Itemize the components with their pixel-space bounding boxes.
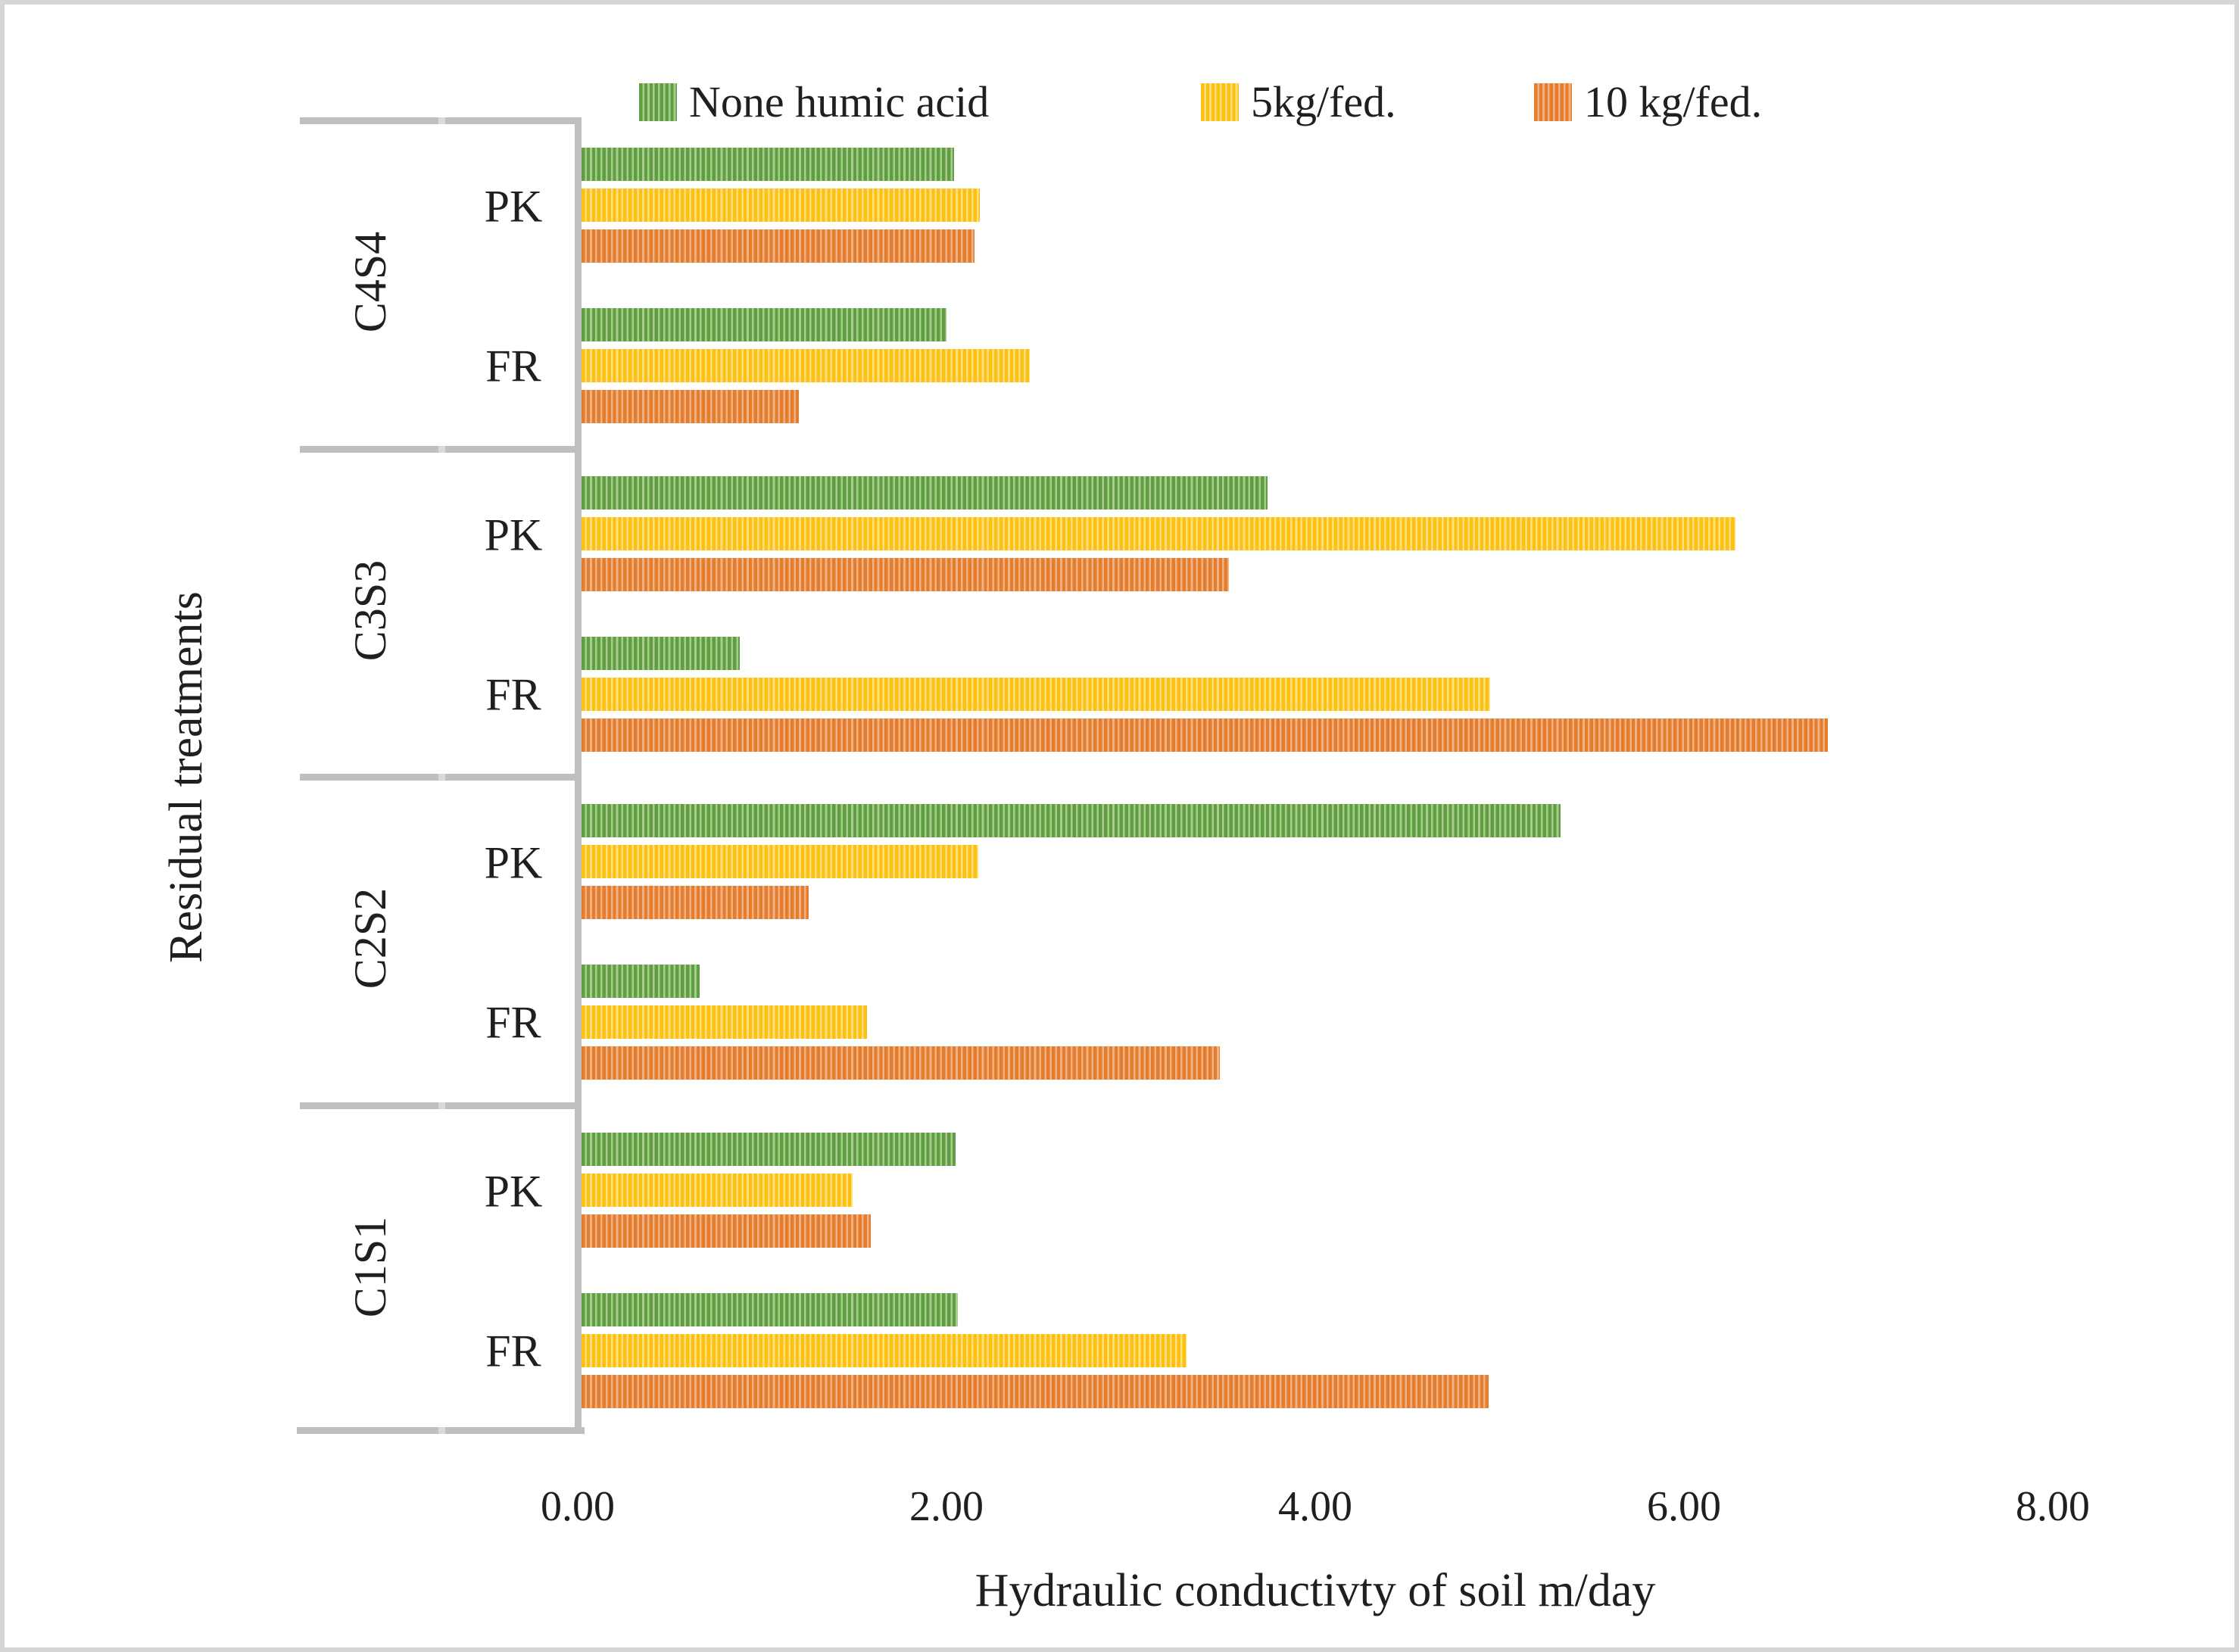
category-axis-line <box>575 117 582 1434</box>
bar-c4s4-pk-series0 <box>582 148 954 181</box>
category-group-c1s1: C1S1 PK FR <box>300 1102 575 1431</box>
group-separator-line <box>300 446 582 453</box>
bar-c3s3-pk-series0 <box>582 475 1268 510</box>
group-label: C1S1 <box>345 1216 396 1317</box>
bar-c1s1-pk-series0 <box>582 1132 956 1166</box>
bar-c2s2-fr-series0 <box>582 965 700 998</box>
x-tick-label: 6.00 <box>1647 1483 1721 1530</box>
legend-swatch-10kg-fed <box>1534 83 1572 121</box>
group-separator-line <box>300 117 582 124</box>
subgroup-label: FR <box>485 1326 541 1376</box>
bar-c1s1-pk-series1 <box>582 1173 853 1207</box>
x-tick-label: 0.00 <box>541 1483 615 1530</box>
bar-c4s4-fr-series1 <box>582 349 1030 382</box>
subgroup-label: FR <box>485 669 541 720</box>
group-separator-line <box>300 774 582 781</box>
bar-c4s4-fr-series2 <box>582 390 800 423</box>
y-axis-title: Residual treatments <box>160 591 212 963</box>
bar-c3s3-fr-series1 <box>582 677 1491 711</box>
group-separator-line-bottom <box>297 1427 585 1434</box>
x-tick-label: 4.00 <box>1278 1483 1352 1530</box>
bar-c3s3-pk-series2 <box>582 557 1229 591</box>
subgroup-label: PK <box>484 1166 543 1217</box>
group-label: C3S3 <box>345 559 396 661</box>
bar-c2s2-pk-series0 <box>582 804 1561 837</box>
subgroup-label: PK <box>484 837 543 888</box>
bar-c2s2-fr-series1 <box>582 1005 868 1039</box>
axis-notch <box>438 1427 445 1434</box>
subgroup-label: PK <box>484 510 543 560</box>
bar-c1s1-fr-series1 <box>582 1333 1187 1367</box>
bar-c4s4-pk-series1 <box>582 189 980 222</box>
bar-c1s1-fr-series2 <box>582 1374 1489 1408</box>
x-axis-title: Hydraulic conductivty of soil m/day <box>974 1565 1656 1616</box>
legend-item: None humic acid <box>639 79 989 126</box>
legend-swatch-5kg-fed <box>1201 83 1239 121</box>
x-tick-label: 2.00 <box>909 1483 984 1530</box>
group-separator-line <box>300 1102 582 1109</box>
subgroup-label: FR <box>485 997 541 1048</box>
bar-c1s1-pk-series2 <box>582 1214 872 1248</box>
subgroup-label: PK <box>484 181 543 232</box>
bar-c3s3-pk-series1 <box>582 516 1736 550</box>
bar-c4s4-fr-series0 <box>582 308 947 341</box>
category-group-c4s4: C4S4 PK FR <box>300 117 575 446</box>
x-tick-label: 8.00 <box>2016 1483 2090 1530</box>
legend-label: 10 kg/fed. <box>1584 77 1763 126</box>
bar-c2s2-pk-series2 <box>582 886 809 919</box>
axis-notch <box>438 774 445 781</box>
bar-c4s4-pk-series2 <box>582 229 974 263</box>
category-group-c3s3: C3S3 PK FR <box>300 446 575 775</box>
legend-swatch-none-humic-acid <box>639 83 677 121</box>
axis-notch <box>438 446 445 453</box>
bar-c2s2-pk-series1 <box>582 845 978 878</box>
legend-item: 5kg/fed. <box>1201 79 1396 126</box>
bar-c2s2-fr-series2 <box>582 1046 1220 1080</box>
axis-notch <box>438 1102 445 1109</box>
bar-c3s3-fr-series2 <box>582 718 1829 752</box>
bar-c3s3-fr-series0 <box>582 636 741 670</box>
legend-label: None humic acid <box>689 77 990 126</box>
group-label: C4S4 <box>345 231 396 332</box>
legend-item: 10 kg/fed. <box>1534 79 1762 126</box>
group-label: C2S2 <box>345 887 396 989</box>
category-group-c2s2: C2S2 PK FR <box>300 774 575 1102</box>
subgroup-label: FR <box>485 341 541 391</box>
bar-c1s1-fr-series0 <box>582 1292 958 1326</box>
axis-notch <box>438 117 445 124</box>
legend-label: 5kg/fed. <box>1251 77 1396 126</box>
